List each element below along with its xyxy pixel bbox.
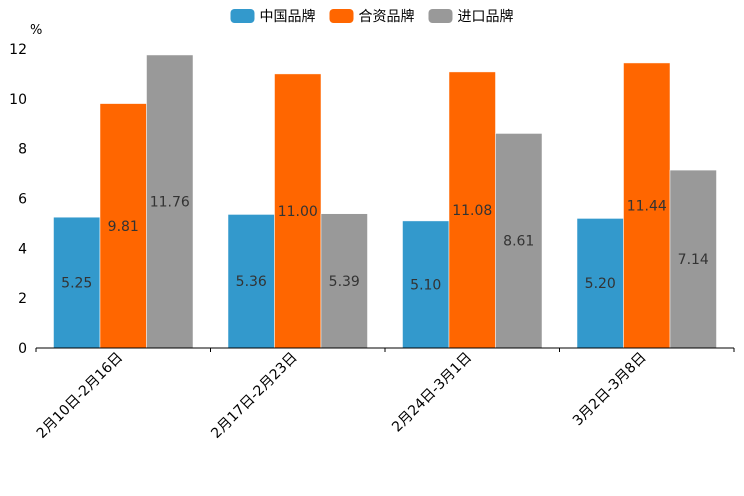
x-category-label: 2月10日-2月16日 bbox=[34, 350, 126, 442]
bar-中国品牌-2 bbox=[227, 214, 275, 349]
y-tick-label: 0 bbox=[18, 341, 27, 357]
legend-label: 合资品牌 bbox=[359, 8, 415, 25]
legend-swatch bbox=[329, 9, 354, 23]
bar-进口品牌-3 bbox=[495, 133, 543, 349]
data-label: 5.39 bbox=[329, 274, 360, 290]
x-axis: 2月10日-2月16日 2月17日-2月23日 2月24日-3月1日 3月2日-3月8… bbox=[34, 347, 735, 442]
y-tick-label: 6 bbox=[18, 192, 27, 208]
bar-合资品牌-2 bbox=[274, 73, 322, 349]
bar-中国品牌-1 bbox=[53, 216, 101, 349]
data-label: 5.25 bbox=[61, 276, 92, 292]
bar-中国品牌-3 bbox=[402, 220, 450, 349]
bar-合资品牌-4 bbox=[623, 62, 671, 349]
data-label: 5.36 bbox=[236, 274, 267, 290]
bar-中国品牌-4 bbox=[576, 218, 624, 349]
data-label: 9.81 bbox=[108, 219, 139, 235]
bar-合资品牌-3 bbox=[448, 71, 496, 349]
x-category-label: 2月17日-2月23日 bbox=[208, 350, 300, 442]
y-tick-label: 10 bbox=[9, 92, 27, 108]
legend-label: 中国品牌 bbox=[260, 8, 316, 25]
y-tick-label: 12 bbox=[9, 42, 27, 58]
legend: 中国品牌 合资品牌 进口品牌 bbox=[230, 8, 514, 25]
data-label: 11.76 bbox=[150, 194, 190, 210]
data-label: 5.20 bbox=[585, 276, 616, 292]
data-label: 8.61 bbox=[503, 234, 534, 250]
y-axis: 0 2 4 6 8 10 12 bbox=[9, 42, 27, 357]
x-category-label: 3月2日-3月8日 bbox=[570, 350, 650, 430]
y-tick-label: 8 bbox=[18, 142, 27, 158]
y-tick-label: 4 bbox=[18, 241, 27, 257]
data-label: 7.14 bbox=[678, 252, 709, 268]
data-label: 11.08 bbox=[452, 203, 492, 219]
bar-进口品牌-2 bbox=[320, 213, 368, 349]
y-axis-unit-label: % bbox=[30, 23, 42, 38]
data-label: 5.10 bbox=[410, 277, 441, 293]
bar-进口品牌-4 bbox=[669, 169, 717, 349]
legend-swatch bbox=[230, 9, 255, 23]
y-tick-label: 2 bbox=[18, 291, 27, 307]
bars: 5.25 5.36 5.10 5.20 9.81 11.00 11.08 11.44 11.76… bbox=[53, 54, 717, 349]
bar-合资品牌-1 bbox=[99, 103, 147, 349]
data-label: 11.44 bbox=[627, 198, 667, 214]
legend-swatch bbox=[428, 9, 453, 23]
legend-label: 进口品牌 bbox=[458, 8, 514, 25]
x-category-label: 2月24日-3月1日 bbox=[389, 350, 475, 436]
data-label: 11.00 bbox=[278, 204, 318, 220]
